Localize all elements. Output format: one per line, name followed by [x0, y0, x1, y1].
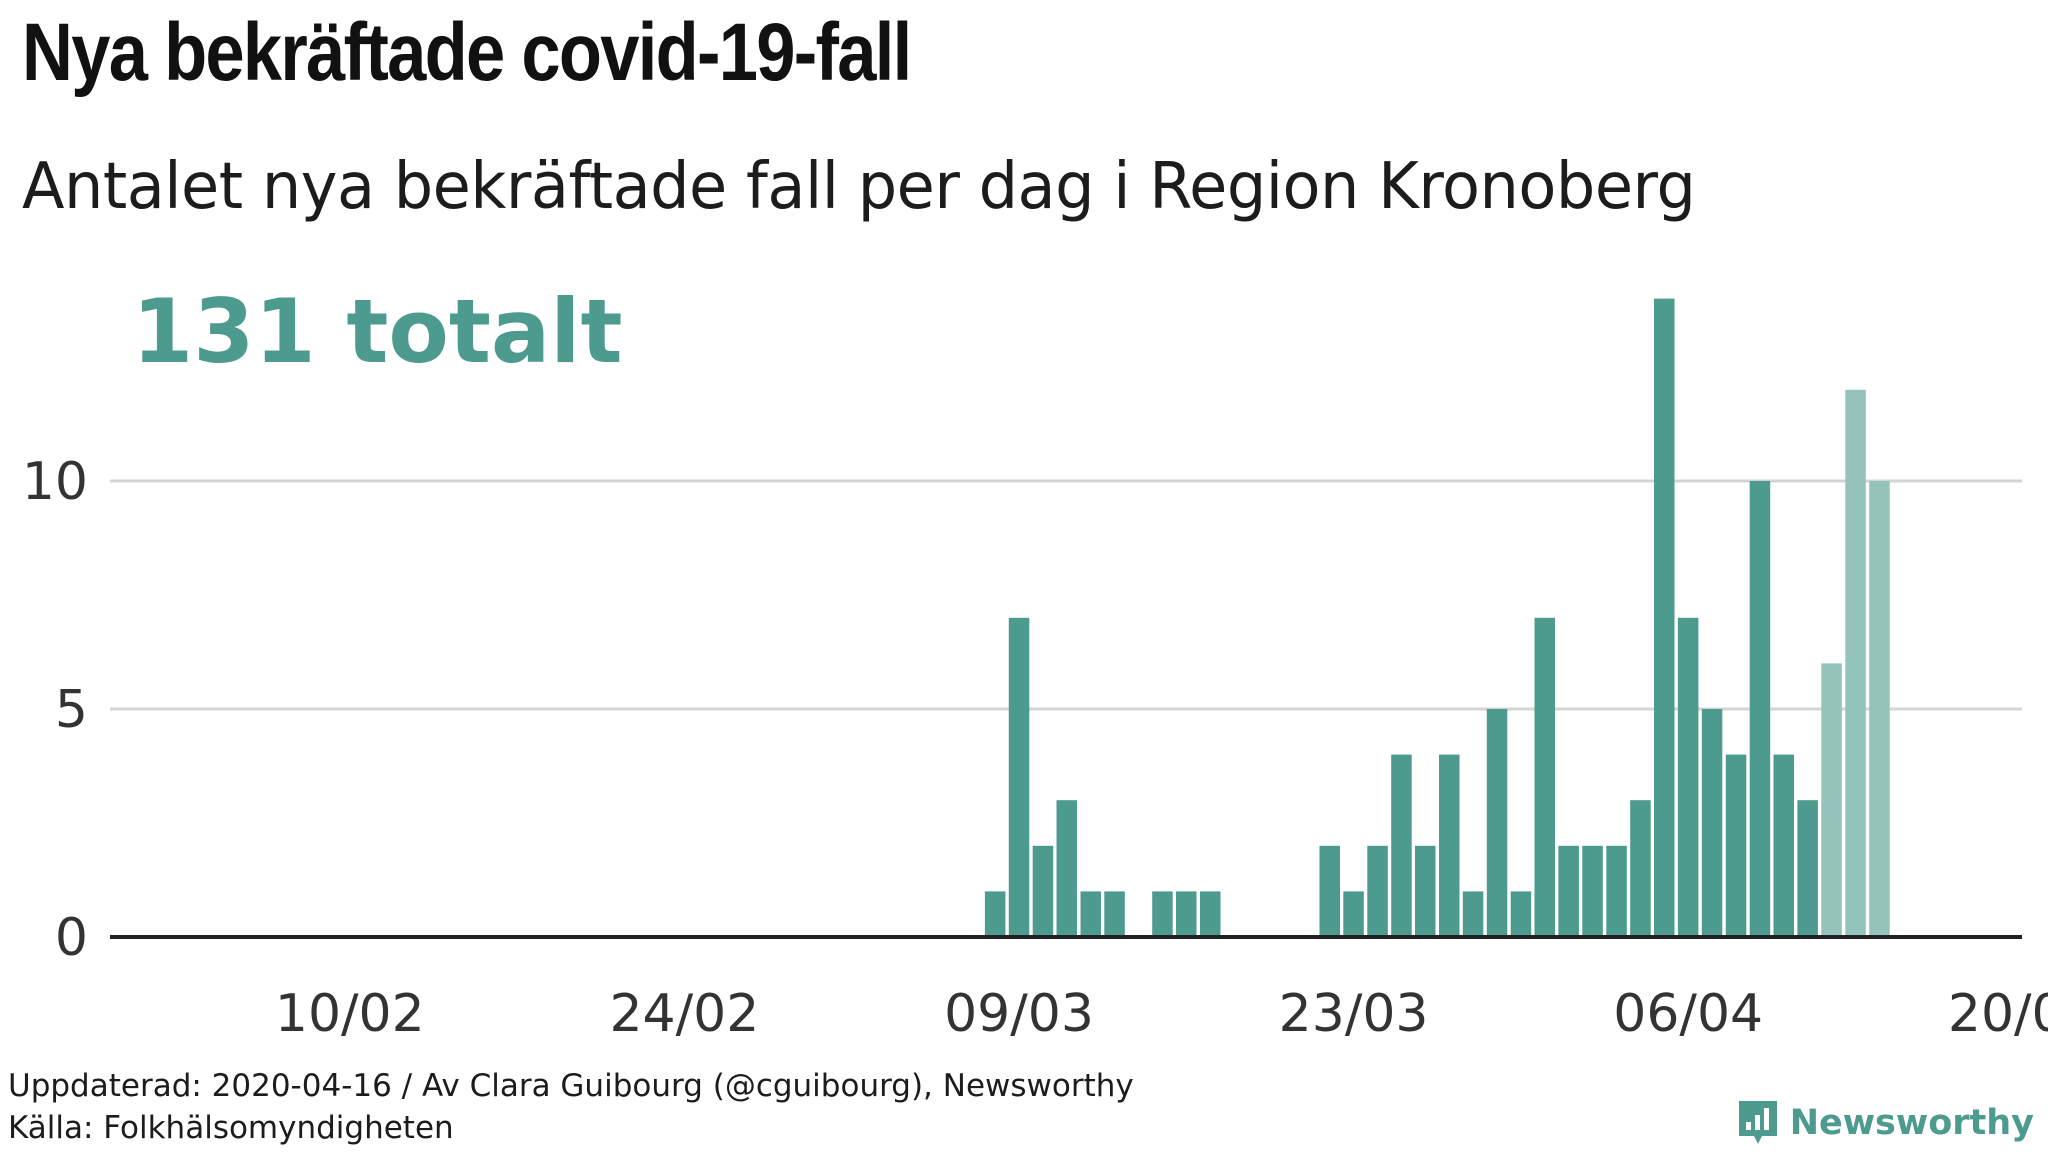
grid-lines: [110, 479, 2022, 711]
bar-2020-03-26: [1415, 845, 1436, 937]
bar-2020-03-24: [1367, 845, 1388, 937]
bar-2020-04-13: [1845, 389, 1866, 937]
bar-2020-03-11: [1056, 800, 1077, 937]
x-tick-label: 10/02: [275, 984, 425, 1044]
bar-2020-04-01: [1558, 845, 1579, 937]
bar-2020-03-31: [1534, 617, 1555, 937]
bar-2020-04-04: [1630, 800, 1651, 937]
bar-2020-03-09: [1008, 617, 1030, 937]
bar-2020-04-10: [1773, 754, 1794, 937]
brand-name: Newsworthy: [1789, 1103, 2034, 1143]
bar-chart: 0 5 10 10/02 24/02 09/03 23/03 06/04 20/04: [22, 298, 2048, 1044]
bar-2020-03-10: [1032, 845, 1054, 937]
brand: Newsworthy: [1736, 1098, 2034, 1148]
bar-2020-03-27: [1439, 754, 1460, 937]
total-count: 131 totalt: [132, 280, 623, 383]
footer-updated: Uppdaterad: 2020-04-16 / Av Clara Guibou…: [8, 1068, 1134, 1104]
bar-2020-04-11: [1797, 800, 1818, 937]
bar-2020-04-07: [1701, 709, 1723, 937]
x-tick-label: 06/04: [1613, 984, 1763, 1044]
bar-2020-04-12: [1821, 663, 1842, 937]
bar-2020-04-05: [1654, 298, 1675, 938]
bar-2020-03-28: [1462, 891, 1484, 937]
chart-title: Nya bekräftade covid-19-fall: [22, 7, 912, 98]
x-tick-label: 23/03: [1279, 984, 1429, 1044]
bar-2020-04-03: [1606, 845, 1627, 937]
axes: 0 5 10 10/02 24/02 09/03 23/03 06/04 20/04: [22, 452, 2048, 1044]
bar-2020-03-12: [1080, 891, 1101, 937]
bar-2020-04-08: [1725, 754, 1747, 937]
x-tick-label: 20/04: [1948, 984, 2048, 1044]
bar-2020-03-08: [984, 891, 1006, 937]
bar-2020-04-09: [1749, 481, 1771, 937]
footer-source: Källa: Folkhälsomyndigheten: [8, 1110, 454, 1146]
x-tick-label: 09/03: [944, 984, 1094, 1044]
bar-2020-04-06: [1677, 617, 1699, 937]
bar-2020-03-30: [1510, 891, 1532, 937]
y-tick-label: 10: [22, 452, 88, 512]
bar-2020-03-25: [1391, 754, 1412, 937]
chart-subtitle: Antalet nya bekräftade fall per dag i Re…: [22, 150, 1696, 224]
y-tick-label: 5: [55, 680, 88, 740]
bar-2020-03-29: [1486, 709, 1508, 937]
bars: [984, 298, 1890, 938]
bar-2020-03-22: [1319, 845, 1340, 937]
bar-2020-03-23: [1343, 891, 1364, 937]
bar-2020-03-15: [1152, 891, 1173, 937]
bar-2020-04-14: [1869, 481, 1890, 937]
bar-2020-04-02: [1582, 845, 1603, 937]
bar-2020-03-13: [1104, 891, 1125, 937]
y-tick-label: 0: [55, 908, 88, 968]
bar-2020-03-16: [1176, 891, 1197, 937]
bar-2020-03-17: [1200, 891, 1221, 937]
x-tick-label: 24/02: [609, 984, 759, 1044]
newsworthy-logo-icon: [1738, 1101, 1777, 1144]
